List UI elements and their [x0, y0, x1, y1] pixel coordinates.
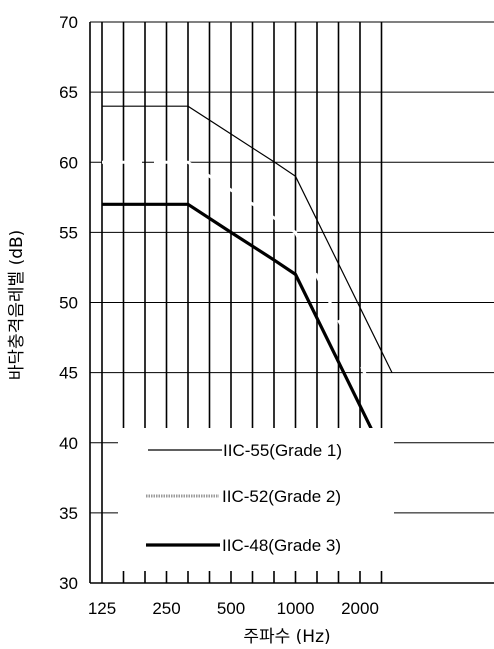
- legend-label-iic-52: IIC-52(Grade 2): [222, 487, 341, 506]
- y-tick-label: 30: [59, 574, 78, 593]
- axis-frame: [89, 22, 494, 584]
- y-tick-labels: 30 35 40 45 50 55 60 65 70: [59, 13, 78, 593]
- x-axis-label: 주파수 (Hz): [243, 627, 330, 647]
- y-tick-label: 35: [59, 504, 78, 523]
- legend: IIC-55(Grade 1) IIC-52(Grade 2) IIC-48(G…: [118, 428, 394, 571]
- y-tick-label: 55: [59, 223, 78, 242]
- y-tick-label: 70: [59, 13, 78, 32]
- y-tick-label: 65: [59, 83, 78, 102]
- y-tick-label: 45: [59, 364, 78, 383]
- x-tick-label: 250: [152, 599, 180, 618]
- x-tick-label: 500: [217, 599, 245, 618]
- legend-background: [118, 428, 394, 571]
- series-layer: [102, 105, 394, 472]
- legend-label-iic-48: IIC-48(Grade 3): [222, 536, 341, 555]
- legend-label-iic-55: IIC-55(Grade 1): [223, 441, 342, 460]
- series-line-iic-55: [102, 105, 393, 373]
- x-tick-label: 2000: [341, 599, 379, 618]
- y-tick-label: 60: [59, 153, 78, 172]
- y-axis-label: 바닥충격음레벨 (dB): [7, 230, 27, 381]
- series-line-iic-48: [102, 202, 394, 472]
- y-tick-label: 40: [59, 434, 78, 453]
- x-tick-label: 1000: [277, 599, 315, 618]
- x-tick-label: 125: [88, 599, 116, 618]
- series-line-iic-52: [102, 160, 394, 430]
- y-tick-label: 50: [59, 294, 78, 313]
- x-tick-labels: 125 250 500 1000 2000: [88, 599, 379, 618]
